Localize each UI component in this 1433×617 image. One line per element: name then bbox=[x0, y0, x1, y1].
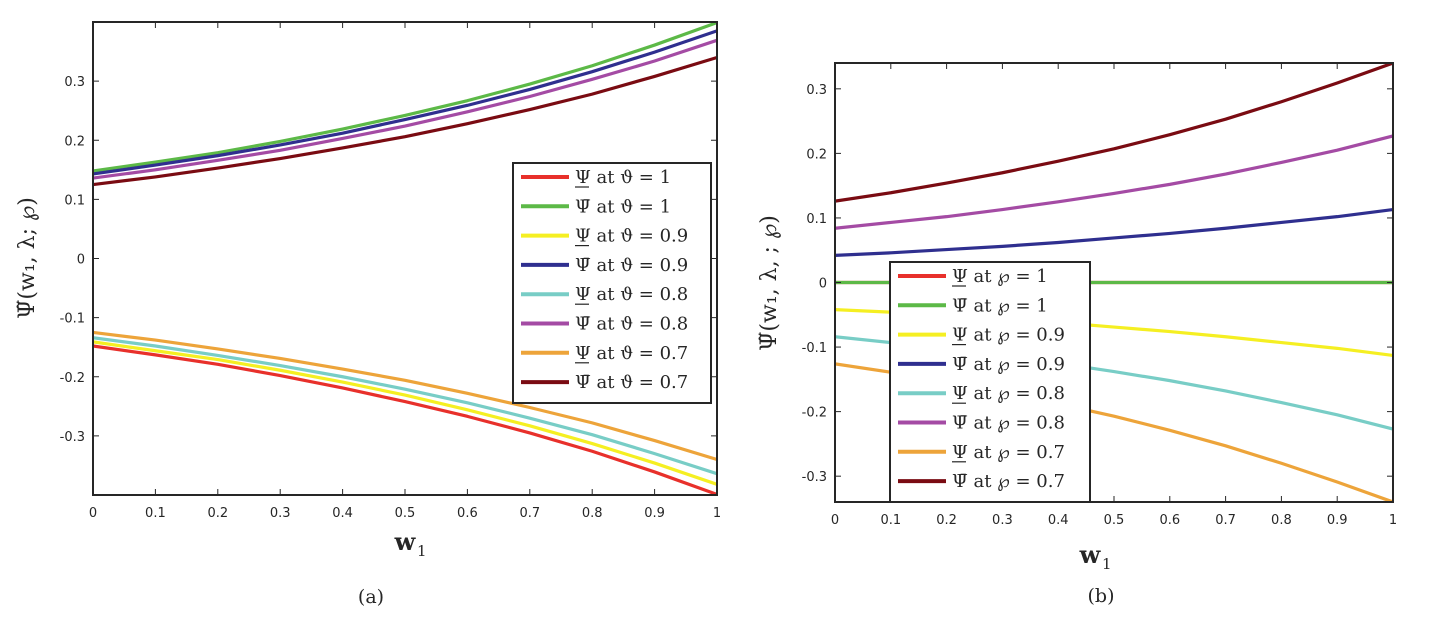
legend-label: Ψ at ℘ = 0.8 bbox=[952, 383, 1065, 404]
series-line-7 bbox=[93, 330, 717, 462]
legend-entry: Ψ̄ at ℘ = 1 bbox=[898, 295, 1048, 316]
y-axis-label: Ψ̃(w₁, λ, ; ℘) bbox=[757, 215, 782, 351]
series-line-4 bbox=[93, 29, 717, 176]
series-line-5 bbox=[93, 336, 717, 476]
x-tick-label: 0.4 bbox=[1048, 513, 1069, 528]
y-tick-label: 0.3 bbox=[64, 75, 85, 90]
y-tick-label: -0.1 bbox=[802, 341, 827, 356]
x-tick-label: 0.8 bbox=[582, 506, 603, 521]
legend-entry: Ψ̄ at ϑ = 0.8 bbox=[521, 314, 688, 335]
x-tick-label: 0.3 bbox=[992, 513, 1013, 528]
x-tick-label: 0.2 bbox=[207, 506, 228, 521]
legend-entry: Ψ̄ at ℘ = 0.9 bbox=[898, 354, 1065, 375]
y-axis-label: Ψ̃(w₁, λ; ℘) bbox=[15, 197, 40, 319]
y-tick-label: -0.3 bbox=[802, 470, 827, 485]
legend-entry: Ψ̄ at ϑ = 0.7 bbox=[521, 372, 688, 393]
y-tick-label: 0.1 bbox=[806, 212, 827, 227]
x-tick-label: 0.7 bbox=[1215, 513, 1236, 528]
legend-label: Ψ̄ at ϑ = 0.7 bbox=[575, 372, 688, 393]
x-tick-label: 0.7 bbox=[519, 506, 540, 521]
legend-entry: Ψ at ℘ = 0.8 bbox=[898, 383, 1065, 404]
legend-label: Ψ at ℘ = 0.9 bbox=[952, 325, 1065, 346]
legend-box bbox=[512, 162, 712, 404]
legend-label: Ψ̄ at ϑ = 1 bbox=[575, 196, 671, 217]
legend-label: Ψ at ϑ = 0.9 bbox=[575, 226, 688, 247]
x-axis-label: w bbox=[1079, 540, 1102, 569]
y-tick-label: -0.2 bbox=[802, 406, 827, 421]
x-tick-label: 0.5 bbox=[395, 506, 416, 521]
subfigure-caption: (a) bbox=[358, 586, 384, 608]
legend-label: Ψ at ℘ = 0.7 bbox=[952, 442, 1065, 463]
y-tick-label: 0.2 bbox=[64, 134, 85, 149]
legend-label: Ψ at ℘ = 1 bbox=[952, 266, 1048, 287]
series-line-1 bbox=[93, 344, 717, 495]
legend-label: Ψ̄ at ℘ = 1 bbox=[952, 295, 1048, 316]
legend: Ψ at ϑ = 1 Ψ̄ at ϑ = 1 Ψ at ϑ = 0.9 Ψ̄ at ϑ… bbox=[512, 162, 712, 404]
legend-label: Ψ at ϑ = 0.7 bbox=[575, 343, 688, 364]
y-tick-label: -0.1 bbox=[60, 312, 85, 327]
subfigure-caption: (b) bbox=[1088, 585, 1115, 607]
x-tick-label: 0.9 bbox=[644, 506, 665, 521]
legend-label: Ψ at ϑ = 1 bbox=[575, 167, 671, 188]
legend: Ψ at ℘ = 1 Ψ̄ at ℘ = 1 Ψ at ℘ = 0.9 Ψ̄ at ℘… bbox=[889, 261, 1091, 503]
y-tick-label: -0.3 bbox=[60, 430, 85, 445]
legend-label: Ψ̄ at ℘ = 0.8 bbox=[952, 413, 1065, 434]
x-tick-label: 0.4 bbox=[332, 506, 353, 521]
legend-entry: Ψ at ℘ = 1 bbox=[898, 266, 1048, 287]
y-tick-label: -0.2 bbox=[60, 371, 85, 386]
legend-entry: Ψ̄ at ℘ = 0.7 bbox=[898, 471, 1065, 492]
legend-entry: Ψ at ϑ = 1 bbox=[521, 167, 671, 188]
legend-label: Ψ̄ at ϑ = 0.9 bbox=[575, 255, 688, 276]
x-tick-label: 0.6 bbox=[1159, 513, 1180, 528]
legend-label: Ψ at ϑ = 0.8 bbox=[575, 284, 688, 305]
series-line-6 bbox=[835, 134, 1393, 230]
x-tick-label: 0.2 bbox=[936, 513, 957, 528]
y-tick-label: 0.2 bbox=[806, 147, 827, 162]
y-tick-label: 0.1 bbox=[64, 193, 85, 208]
x-tick-label: 0.1 bbox=[880, 513, 901, 528]
legend-label: Ψ̄ at ℘ = 0.7 bbox=[952, 471, 1065, 492]
x-tick-label: 0.6 bbox=[457, 506, 478, 521]
x-tick-label: 0.8 bbox=[1271, 513, 1292, 528]
legend-entry: Ψ̄ at ϑ = 1 bbox=[521, 196, 671, 217]
x-tick-label: 0 bbox=[89, 506, 97, 521]
legend-label: Ψ̄ at ℘ = 0.9 bbox=[952, 354, 1065, 375]
series-line-4 bbox=[835, 207, 1393, 257]
legend-entry: Ψ̄ at ℘ = 0.8 bbox=[898, 413, 1065, 434]
legend-entry: Ψ at ℘ = 0.7 bbox=[898, 442, 1065, 463]
legend-label: Ψ̄ at ϑ = 0.8 bbox=[575, 314, 688, 335]
series-group bbox=[93, 22, 717, 495]
x-tick-label: 0.9 bbox=[1327, 513, 1348, 528]
x-axis-label-subscript: 1 bbox=[1102, 555, 1112, 573]
chart-a: 0 0.1 0.2 0.3 0.4 0.5 0.6 0.7 0.8 0.9 1 -0.3 -0.2 -0.… bbox=[15, 21, 721, 608]
x-axis-label: w bbox=[394, 527, 417, 556]
legend-entry: Ψ at ϑ = 0.8 bbox=[521, 284, 688, 305]
y-tick-label: 0 bbox=[77, 253, 85, 268]
x-tick-label: 0.1 bbox=[145, 506, 166, 521]
x-tick-label: 0 bbox=[831, 513, 839, 528]
chart-b: 0 0.1 0.2 0.3 0.4 0.5 0.6 0.7 0.8 0.9 1 -0.3 -0.2 -0.… bbox=[757, 62, 1397, 607]
series-line-8 bbox=[835, 63, 1393, 203]
x-tick-label: 1 bbox=[1389, 513, 1397, 528]
legend-entry: Ψ̄ at ϑ = 0.9 bbox=[521, 255, 688, 276]
y-tick-label: 0.3 bbox=[806, 83, 827, 98]
series-line-6 bbox=[93, 38, 717, 180]
legend-entry: Ψ at ϑ = 0.7 bbox=[521, 343, 688, 364]
legend-entry: Ψ at ϑ = 0.9 bbox=[521, 226, 688, 247]
y-tick-label: 0 bbox=[819, 277, 827, 292]
series-line-8 bbox=[93, 55, 717, 187]
series-line-3 bbox=[93, 340, 717, 486]
legend-box bbox=[889, 261, 1091, 503]
legend-entry: Ψ at ℘ = 0.9 bbox=[898, 325, 1065, 346]
x-tick-label: 0.3 bbox=[270, 506, 291, 521]
x-tick-label: 0.5 bbox=[1104, 513, 1125, 528]
series-line-2 bbox=[93, 22, 717, 173]
x-tick-label: 1 bbox=[713, 506, 721, 521]
x-axis-label-subscript: 1 bbox=[417, 542, 427, 560]
